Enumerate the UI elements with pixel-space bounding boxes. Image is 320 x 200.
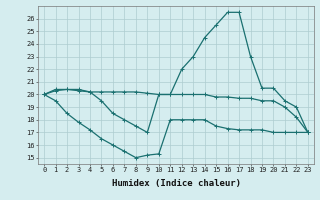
X-axis label: Humidex (Indice chaleur): Humidex (Indice chaleur) [111,179,241,188]
